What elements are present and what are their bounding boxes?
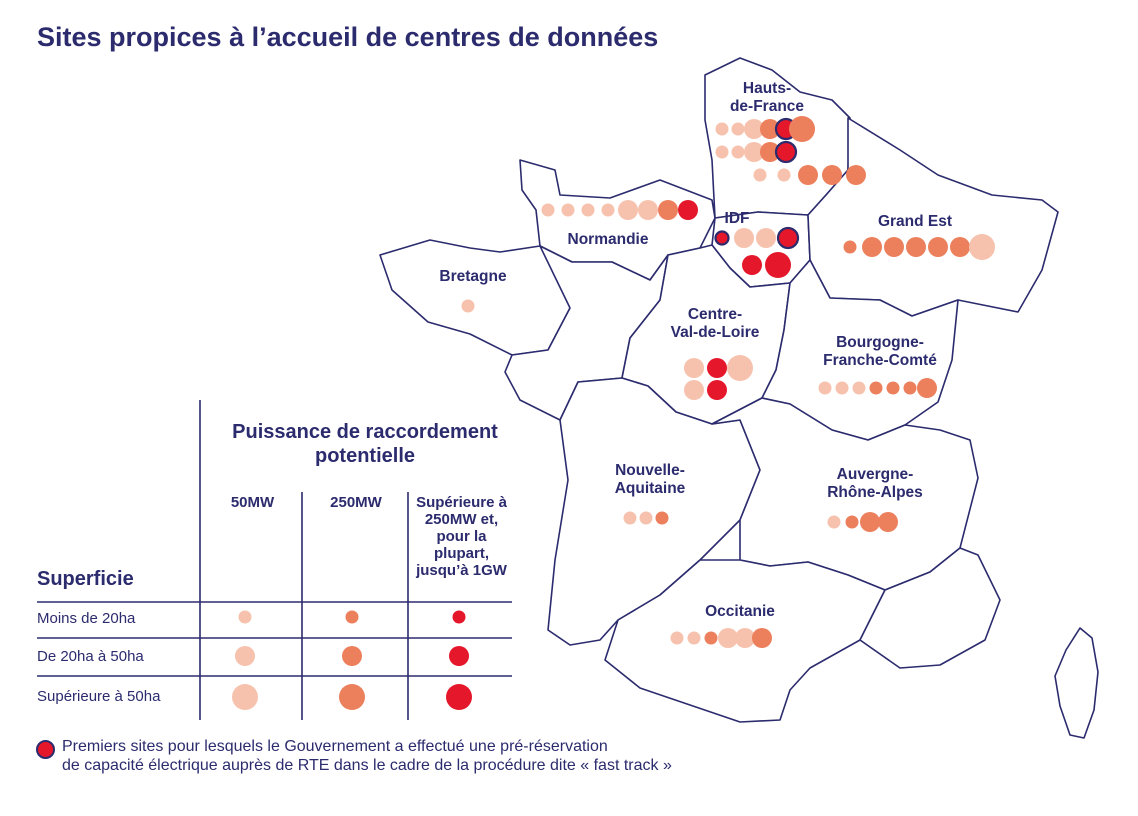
site-dot-grand-est [862,237,882,257]
footnote: Premiers sites pour lesquels le Gouverne… [62,738,672,774]
site-dot-occitanie [687,631,701,645]
site-dot-hauts-de-france [777,168,791,182]
site-dot-centre-val-de-loire [707,380,727,400]
site-dot-normandie [601,203,615,217]
site-dot-auvergne-rhone-alpes [827,515,841,529]
site-dot-grand-est [843,240,857,254]
legend-row-header: Superficie [37,568,134,590]
site-dot-nouvelle-aquitaine [623,511,637,525]
site-dot-occitanie [670,631,684,645]
legend-title: Puissance de raccordement potentielle [232,421,498,467]
site-dot-normandie [618,200,638,220]
site-dot-normandie [541,203,555,217]
region-shape-bretagne [379,239,573,356]
site-dot-grand-est [884,237,904,257]
site-dot-bourgogne-franche-comte [917,378,937,398]
legend-row-medium: De 20ha à 50ha [37,648,144,665]
site-dot-hauts-de-france [760,119,780,139]
site-dot-bourgogne-franche-comte [886,381,900,395]
legend-column-max: Supérieure à 250MW et, pour la plupart, … [416,494,507,579]
site-dot-hauts-de-france [731,145,745,159]
legend-dot [235,646,255,666]
site-dot-idf [756,228,776,248]
site-dot-hauts-de-france [846,165,866,185]
legend-column-250mw: 250MW [330,494,382,511]
site-dot-nouvelle-aquitaine [639,511,653,525]
site-dot-normandie [581,203,595,217]
site-dot-normandie [561,203,575,217]
region-label-idf: IDF [724,210,750,227]
site-dot-occitanie [752,628,772,648]
legend-dot [342,646,362,666]
site-dot-hauts-de-france [744,142,764,162]
site-dot-hauts-de-france [731,122,745,136]
legend-dot [452,610,466,624]
region-label-centre-val-de-loire: Centre- Val-de-Loire [670,306,760,341]
legend-row-large: Supérieure à 50ha [37,688,161,705]
region-shape-paca [859,547,1001,669]
site-dot-hauts-de-france [715,145,729,159]
site-dot-centre-val-de-loire [684,380,704,400]
legend-dot [449,646,469,666]
legend-row-small: Moins de 20ha [37,610,136,627]
site-dot-auvergne-rhone-alpes [845,515,859,529]
site-dot-hauts-de-france [760,142,780,162]
site-dot-idf [742,255,762,275]
legend-column-50mw: 50MW [230,494,275,511]
site-dot-centre-val-de-loire [727,355,753,381]
site-dot-bourgogne-franche-comte [835,381,849,395]
site-dot-hauts-de-france [753,168,767,182]
region-label-auvergne-rhone-alpes: Auvergne- Rhône-Alpes [827,466,923,501]
site-dot-bourgogne-franche-comte [852,381,866,395]
site-dot-normandie [638,200,658,220]
site-dot-auvergne-rhone-alpes [878,512,898,532]
legend-dot [446,684,472,710]
fast-track-marker-icon [36,740,55,759]
site-dot-auvergne-rhone-alpes [860,512,880,532]
region-label-bourgogne-franche-comte: Bourgogne- Franche-Comté [823,334,937,369]
region-label-bretagne: Bretagne [439,268,507,285]
site-dot-grand-est [906,237,926,257]
region-label-grand-est: Grand Est [877,213,953,230]
site-dot-hauts-de-france [774,140,798,164]
site-dot-idf [734,228,754,248]
site-dot-bourgogne-franche-comte [903,381,917,395]
region-shape-nouvelle-aquitaine [547,377,761,646]
site-dot-normandie [678,200,698,220]
region-label-hauts-de-france: Hauts- de-France [729,80,805,115]
page-title: Sites propices à l’accueil de centres de… [37,22,659,52]
site-dot-idf [714,230,730,246]
site-dot-hauts-de-france [798,165,818,185]
site-dot-grand-est [969,234,995,260]
legend-grid [37,400,512,720]
site-dot-idf [765,252,791,278]
site-dot-grand-est [928,237,948,257]
legend-dot [339,684,365,710]
region-shape-corse [1054,627,1099,739]
site-dot-occitanie [735,628,755,648]
site-dot-normandie [658,200,678,220]
site-dot-nouvelle-aquitaine [655,511,669,525]
region-label-occitanie: Occitanie [705,603,775,620]
region-label-normandie: Normandie [567,231,649,248]
site-dot-hauts-de-france [744,119,764,139]
legend-dot [238,610,252,624]
region-label-nouvelle-aquitaine: Nouvelle- Aquitaine [614,462,686,497]
site-dot-bourgogne-franche-comte [869,381,883,395]
site-dot-idf [776,226,800,250]
site-dot-centre-val-de-loire [684,358,704,378]
site-dot-hauts-de-france [715,122,729,136]
site-dot-centre-val-de-loire [707,358,727,378]
site-dot-hauts-de-france [789,116,815,142]
site-dot-occitanie [704,631,718,645]
site-dot-hauts-de-france [822,165,842,185]
site-dot-bretagne [461,299,475,313]
site-dot-bourgogne-franche-comte [818,381,832,395]
site-dot-grand-est [950,237,970,257]
site-dot-occitanie [718,628,738,648]
legend-dot [345,610,359,624]
legend-dot [232,684,258,710]
region-shape-bourgogne-franche-comte [761,259,959,441]
